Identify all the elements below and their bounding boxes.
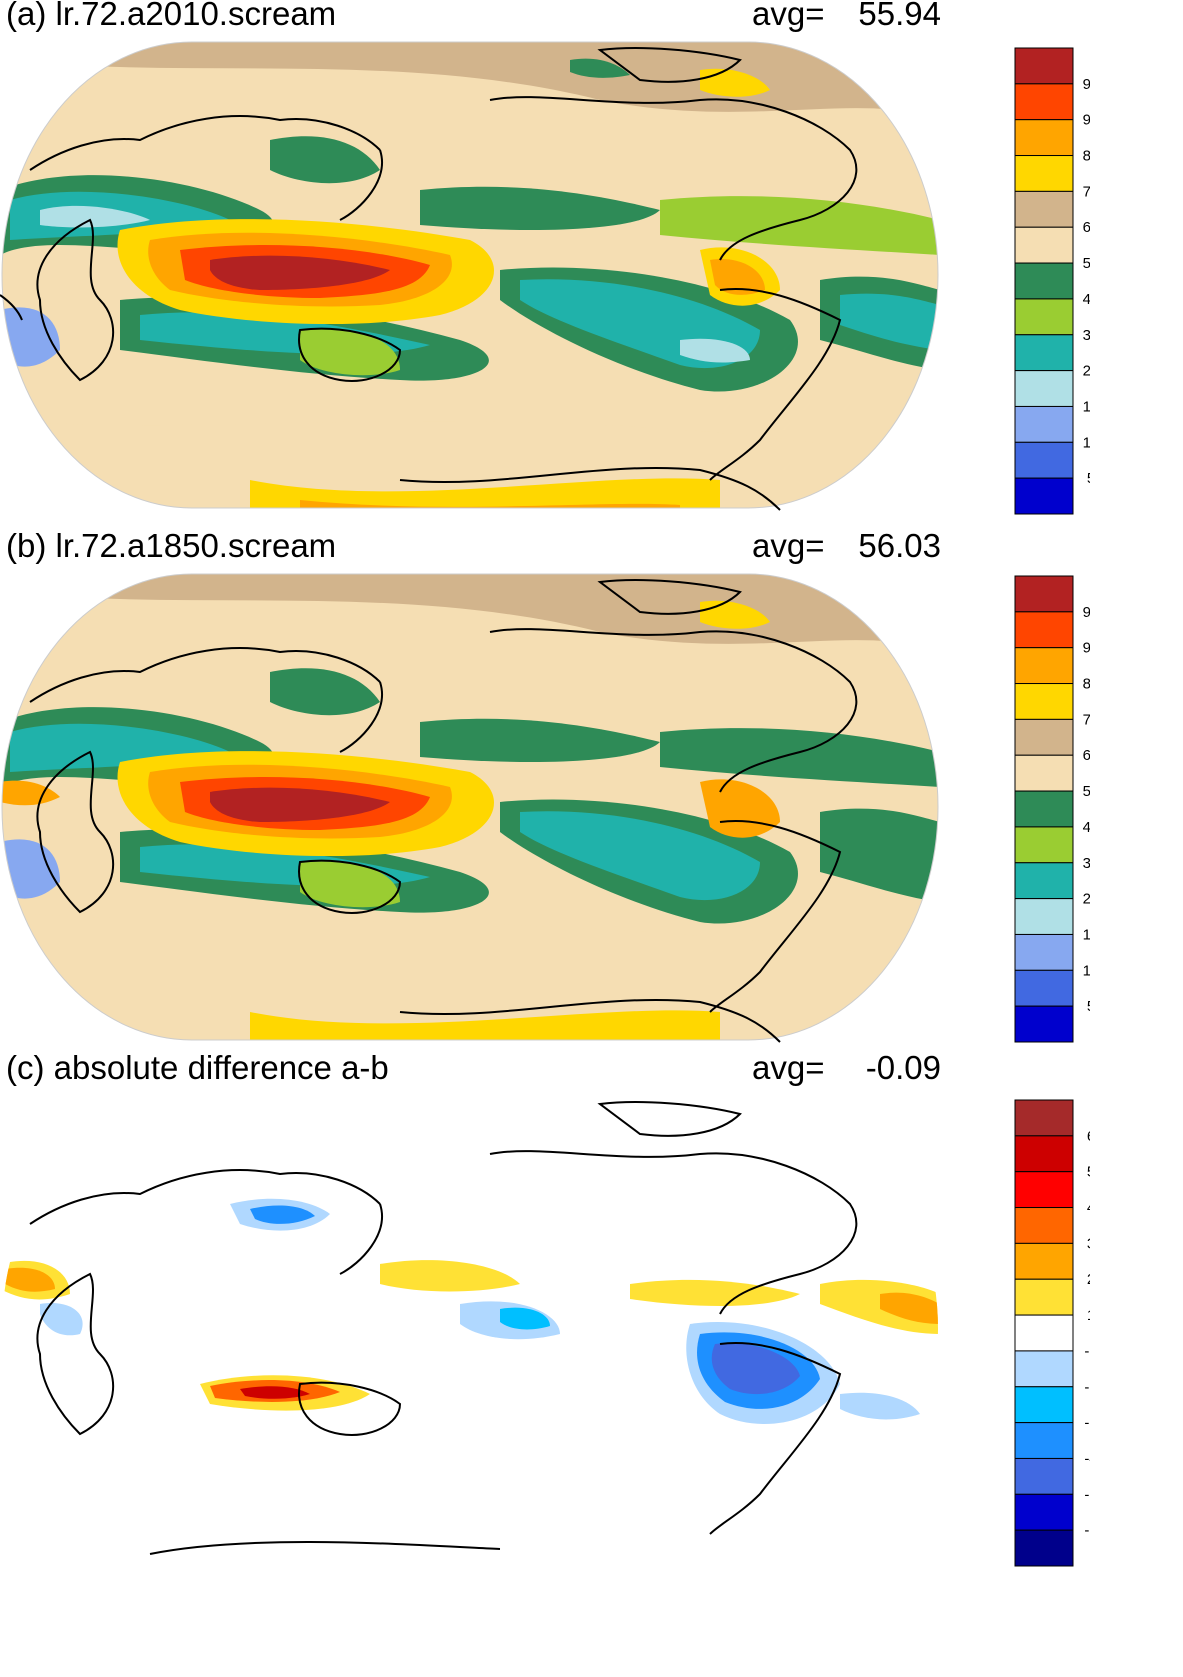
colorbar-tick-label: 50 bbox=[1083, 255, 1090, 272]
map-plot bbox=[1, 573, 939, 1043]
colorbar-tick-label: 70 bbox=[1083, 183, 1090, 200]
colorbar-cell bbox=[1014, 1135, 1074, 1173]
colorbar-tick-label: 30 bbox=[1083, 855, 1090, 872]
colorbar: 95 90 80 70 60 50 40 30 20 15 10 5 bbox=[1014, 47, 1090, 515]
colorbar-tick-label: 20 bbox=[1083, 891, 1090, 908]
map-plot bbox=[2, 1096, 938, 1562]
colorbar-cell bbox=[1014, 1493, 1074, 1531]
colorbar-tick-label: -1 bbox=[1084, 1343, 1090, 1360]
colorbar-tick-label: -4 bbox=[1084, 1450, 1090, 1467]
colorbar-cell bbox=[1014, 575, 1074, 613]
avg-label: avg= bbox=[752, 527, 825, 564]
colorbar-cell bbox=[1014, 1422, 1074, 1459]
colorbar-cell bbox=[1014, 334, 1074, 372]
colorbar-tick-label: -5 bbox=[1084, 1486, 1090, 1503]
colorbar-tick-label: 20 bbox=[1083, 363, 1090, 380]
colorbar-cell bbox=[1014, 1171, 1074, 1209]
colorbar-cell bbox=[1014, 1207, 1074, 1244]
colorbar-cell bbox=[1014, 647, 1074, 685]
colorbar-tick-label: 15 bbox=[1083, 926, 1090, 943]
colorbar-cell bbox=[1014, 1278, 1074, 1316]
colorbar-cell bbox=[1014, 1386, 1074, 1424]
colorbar-cell bbox=[1014, 83, 1074, 121]
colorbar-cell bbox=[1014, 190, 1074, 228]
colorbar-tick-label: 95 bbox=[1083, 76, 1090, 93]
colorbar-cell bbox=[1014, 862, 1074, 900]
colorbar-tick-label: 15 bbox=[1083, 398, 1090, 415]
colorbar-tick-label: -6 bbox=[1084, 1522, 1090, 1539]
colorbar-tick-label: 70 bbox=[1083, 711, 1090, 728]
colorbar-tick-label: 60 bbox=[1083, 219, 1090, 236]
colorbar-cell bbox=[1014, 477, 1074, 515]
colorbar-cell bbox=[1014, 405, 1074, 443]
colorbar-cell bbox=[1014, 47, 1074, 85]
colorbar-tick-label: 2 bbox=[1087, 1271, 1090, 1288]
colorbar: 6 5 4 3 2 1 -1 -2 -3 -4 -5 -6 bbox=[1014, 1099, 1090, 1567]
colorbar-tick-label: 95 bbox=[1083, 604, 1090, 621]
colorbar-cell bbox=[1014, 1457, 1074, 1495]
colorbar-cell bbox=[1014, 969, 1074, 1007]
colorbar-cell bbox=[1014, 298, 1074, 336]
colorbar-cell bbox=[1014, 119, 1074, 157]
avg-value: -0.09 bbox=[865, 1049, 941, 1086]
colorbar-cell bbox=[1014, 790, 1074, 828]
colorbar-cell bbox=[1014, 718, 1074, 756]
colorbar-cell bbox=[1014, 1099, 1074, 1137]
colorbar-cell bbox=[1014, 1314, 1074, 1352]
map-plot bbox=[0, 41, 939, 511]
colorbar-tick-label: 80 bbox=[1083, 148, 1090, 165]
colorbar-tick-label: 5 bbox=[1087, 998, 1090, 1015]
colorbar-cell bbox=[1014, 1529, 1074, 1567]
colorbar-cell bbox=[1014, 1350, 1074, 1388]
panel-a: (a) lr.72.a2010.scream avg= 55.94 bbox=[0, 0, 1183, 540]
colorbar-tick-label: -2 bbox=[1084, 1379, 1090, 1396]
colorbar-cell bbox=[1014, 441, 1074, 479]
colorbar-tick-label: 40 bbox=[1083, 291, 1090, 308]
colorbar-tick-label: 1 bbox=[1087, 1307, 1090, 1324]
panel-b: (b) lr.72.a1850.scream avg= 56.03 bbox=[0, 527, 1183, 1072]
colorbar-tick-label: -3 bbox=[1084, 1415, 1090, 1432]
colorbar-tick-label: 50 bbox=[1083, 783, 1090, 800]
colorbar-tick-label: 6 bbox=[1087, 1128, 1090, 1145]
colorbar-cell bbox=[1014, 898, 1074, 935]
colorbar-tick-label: 90 bbox=[1083, 112, 1090, 129]
colorbar-cell bbox=[1014, 933, 1074, 971]
colorbar-cell bbox=[1014, 683, 1074, 720]
colorbar-tick-label: 3 bbox=[1087, 1235, 1090, 1252]
panel-title: (b) lr.72.a1850.scream bbox=[6, 527, 337, 564]
colorbar-cell bbox=[1014, 611, 1074, 649]
avg-label: avg= bbox=[752, 1049, 825, 1086]
colorbar-cell bbox=[1014, 262, 1074, 300]
colorbar-cell bbox=[1014, 1005, 1074, 1043]
panel-title: (c) absolute difference a-b bbox=[6, 1049, 389, 1086]
colorbar-tick-label: 80 bbox=[1083, 676, 1090, 693]
colorbar-cell bbox=[1014, 1242, 1074, 1280]
avg-value: 55.94 bbox=[858, 0, 941, 32]
avg-label: avg= bbox=[752, 0, 825, 32]
colorbar-tick-label: 40 bbox=[1083, 819, 1090, 836]
avg-value: 56.03 bbox=[858, 527, 941, 564]
colorbar-tick-label: 10 bbox=[1083, 434, 1090, 451]
colorbar-tick-label: 4 bbox=[1087, 1200, 1090, 1217]
colorbar-tick-label: 10 bbox=[1083, 962, 1090, 979]
colorbar-cell bbox=[1014, 226, 1074, 264]
colorbar-cell bbox=[1014, 754, 1074, 792]
colorbar-tick-label: 90 bbox=[1083, 640, 1090, 657]
panel-title: (a) lr.72.a2010.scream bbox=[6, 0, 337, 32]
colorbar-tick-label: 5 bbox=[1087, 1164, 1090, 1181]
colorbar-cell bbox=[1014, 370, 1074, 407]
panel-c: (c) absolute difference a-b avg= -0.09 bbox=[0, 1049, 1183, 1594]
colorbar-tick-label: 5 bbox=[1087, 470, 1090, 487]
colorbar-cell bbox=[1014, 155, 1074, 192]
colorbar: 95 90 80 70 60 50 40 30 20 15 10 5 bbox=[1014, 575, 1090, 1043]
colorbar-tick-label: 60 bbox=[1083, 747, 1090, 764]
colorbar-cell bbox=[1014, 826, 1074, 864]
colorbar-tick-label: 30 bbox=[1083, 327, 1090, 344]
